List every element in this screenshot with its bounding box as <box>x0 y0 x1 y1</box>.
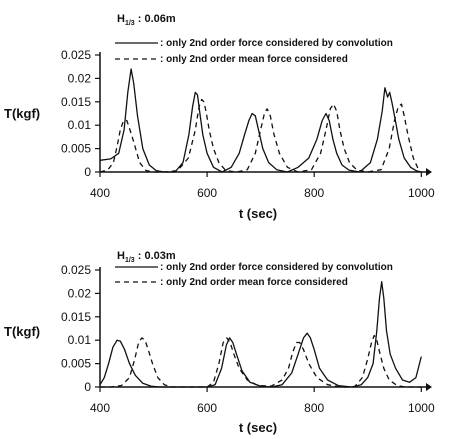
y-tick-label: 0.025 <box>61 48 91 62</box>
panel-title: H1/3 : 0.03m <box>117 250 176 264</box>
y-tick-label: 0.01 <box>68 118 92 132</box>
chart-panel-1: H1/3 : 0.06m : only 2nd order force consi… <box>4 13 435 221</box>
chart-panel-2: H1/3 : 0.03m: only 2nd order force consi… <box>4 250 435 435</box>
legend-entry-1: : only 2nd order force considered by con… <box>160 38 393 49</box>
x-tick-label: 600 <box>197 401 217 415</box>
x-tick-label: 800 <box>304 401 324 415</box>
x-axis-arrow <box>426 168 432 176</box>
legend-entry-2: : only 2nd order mean force considered <box>160 54 348 65</box>
y-tick-label: 0 <box>84 165 91 179</box>
y-tick-label: 0.015 <box>61 95 91 109</box>
x-tick-label: 1000 <box>408 401 435 415</box>
y-tick-label: 0.025 <box>61 263 91 277</box>
y-tick-label: 0 <box>84 380 91 394</box>
y-tick-label: 0.02 <box>68 71 92 85</box>
series-line-1-solid <box>99 68 422 173</box>
panel-title-subscript: 1/3 <box>125 20 135 27</box>
panel-title-value: : 0.06m <box>135 13 176 25</box>
y-tick-label: 0.005 <box>61 357 91 371</box>
x-tick-label: 400 <box>90 186 110 200</box>
panel-title-subscript: 1/3 <box>125 257 135 264</box>
panel-title-main: H <box>117 250 125 262</box>
y-tick-label: 0.005 <box>61 142 91 156</box>
x-tick-label: 1000 <box>408 186 435 200</box>
x-tick-label: 800 <box>304 186 324 200</box>
x-axis-label: t (sec) <box>239 206 277 221</box>
legend-entry-1: : only 2nd order force considered by con… <box>160 262 393 273</box>
y-tick-label: 0.02 <box>68 286 92 300</box>
series-line-2-dashed <box>100 334 422 388</box>
series-line-1-solid <box>99 281 422 388</box>
y-axis-label: T(kgf) <box>4 106 40 121</box>
panel-title-main: H <box>117 13 125 25</box>
legend-entry-2: : only 2nd order mean force considered <box>160 277 348 288</box>
x-tick-label: 600 <box>197 186 217 200</box>
x-axis-arrow <box>426 383 432 391</box>
panel-title: H1/3 : 0.06m <box>117 13 176 27</box>
y-tick-label: 0.01 <box>68 333 92 347</box>
y-tick-label: 0.015 <box>61 310 91 324</box>
x-tick-label: 400 <box>90 401 110 415</box>
x-axis-label: t (sec) <box>239 420 277 435</box>
y-axis-label: T(kgf) <box>4 324 40 339</box>
panel-title-value: : 0.03m <box>135 250 176 262</box>
